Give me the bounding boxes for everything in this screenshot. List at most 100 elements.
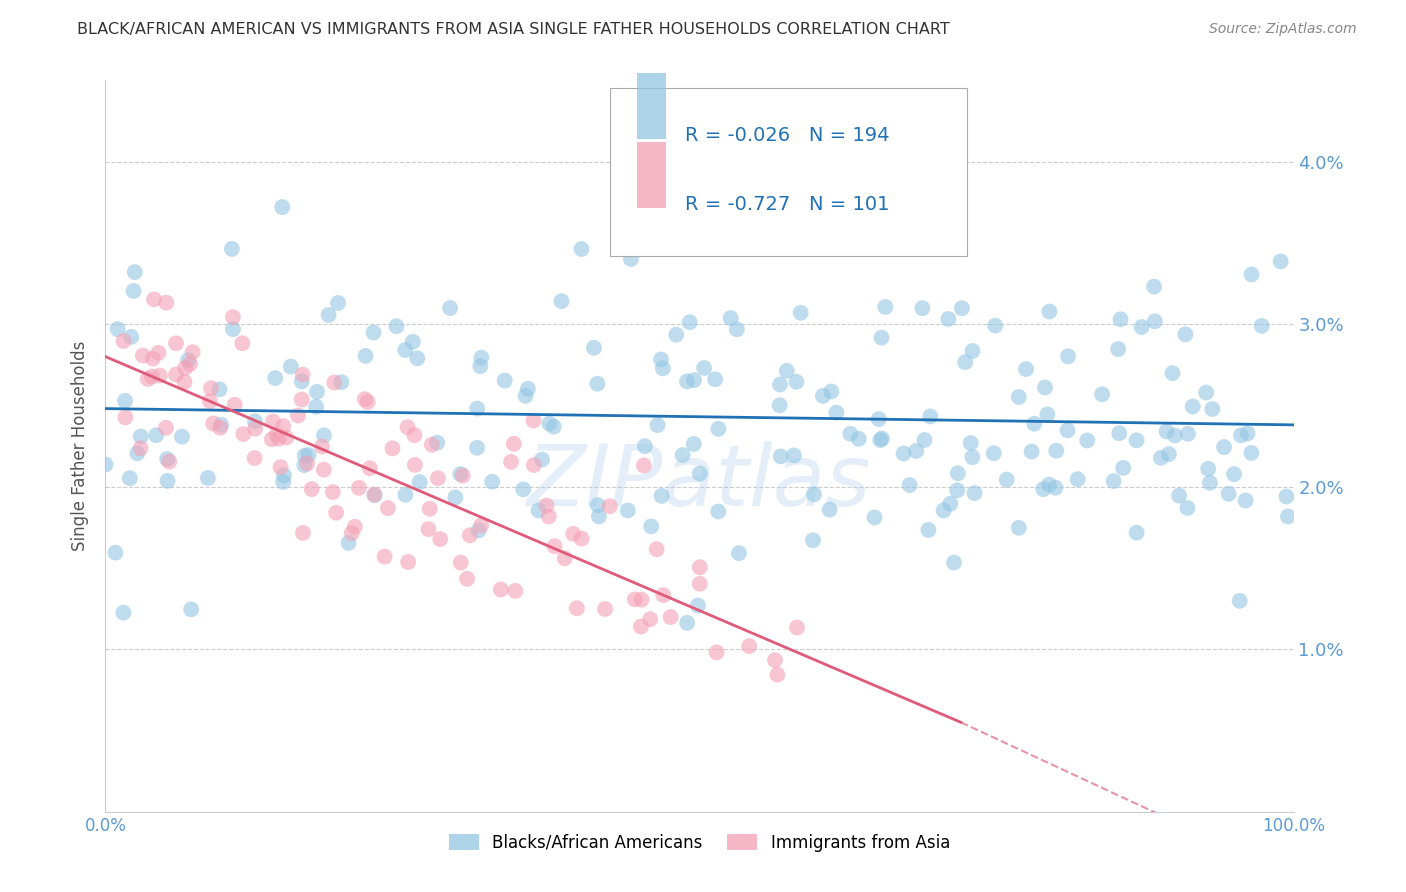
Point <box>470 359 492 374</box>
Point <box>1177 426 1199 441</box>
Point <box>404 428 426 442</box>
Point <box>363 488 385 502</box>
Point <box>848 432 870 446</box>
Point <box>1181 400 1204 414</box>
Point <box>543 539 565 553</box>
Point <box>209 421 232 435</box>
Point <box>707 504 730 518</box>
Point <box>267 432 290 446</box>
Point <box>1177 500 1199 515</box>
Point <box>1015 362 1038 376</box>
Point <box>141 369 163 384</box>
Point <box>704 372 727 386</box>
Point <box>1150 450 1173 465</box>
Point <box>766 667 789 681</box>
Point <box>467 524 489 538</box>
Point <box>356 395 378 409</box>
Point <box>396 420 419 434</box>
Point <box>449 467 471 481</box>
Point <box>444 491 467 505</box>
Point <box>353 392 375 407</box>
Point <box>1024 417 1046 431</box>
Point <box>1038 304 1060 318</box>
Point <box>565 601 588 615</box>
Point <box>640 519 662 533</box>
Point <box>118 471 141 485</box>
Point <box>276 431 298 445</box>
Point <box>232 427 254 442</box>
Point <box>1156 425 1178 439</box>
Point <box>1056 424 1078 438</box>
Point <box>503 583 526 598</box>
Point <box>120 330 142 344</box>
Point <box>323 376 346 390</box>
Point <box>347 481 370 495</box>
Text: R = -0.026   N = 194: R = -0.026 N = 194 <box>685 126 890 145</box>
Point <box>312 428 335 442</box>
Point <box>651 361 673 376</box>
Point <box>803 487 825 501</box>
Point <box>783 449 806 463</box>
Point <box>763 653 786 667</box>
Point <box>124 265 146 279</box>
Point <box>179 357 201 371</box>
Point <box>1038 477 1060 491</box>
Point <box>959 436 981 450</box>
Point <box>273 468 295 483</box>
Point <box>647 418 669 433</box>
Point <box>550 294 572 309</box>
Point <box>522 413 544 427</box>
Point <box>898 478 921 492</box>
Point <box>630 592 652 607</box>
Point <box>1230 428 1253 442</box>
Point <box>1107 342 1129 356</box>
Point <box>689 576 711 591</box>
Point <box>104 546 127 560</box>
Point <box>271 419 294 434</box>
Point <box>330 375 353 389</box>
Point <box>129 442 152 456</box>
Point <box>155 295 177 310</box>
Point <box>689 467 711 481</box>
Point <box>1250 318 1272 333</box>
Point <box>530 452 553 467</box>
Point <box>197 471 219 485</box>
Point <box>634 439 657 453</box>
Point <box>527 503 550 517</box>
Point <box>893 446 915 460</box>
Point <box>786 620 808 634</box>
Point <box>165 336 187 351</box>
Point <box>311 440 333 454</box>
Point <box>571 532 593 546</box>
Point <box>450 556 472 570</box>
Point <box>177 353 200 368</box>
Point <box>340 526 363 541</box>
Point <box>562 526 585 541</box>
Point <box>676 375 699 389</box>
Point <box>917 523 939 537</box>
Point <box>1021 444 1043 458</box>
Point <box>157 454 180 468</box>
Text: BLACK/AFRICAN AMERICAN VS IMMIGRANTS FROM ASIA SINGLE FATHER HOUSEHOLDS CORRELAT: BLACK/AFRICAN AMERICAN VS IMMIGRANTS FRO… <box>77 22 950 37</box>
Point <box>404 458 426 472</box>
Point <box>516 382 538 396</box>
Point <box>198 394 221 409</box>
Point <box>1234 493 1257 508</box>
Point <box>1125 525 1147 540</box>
Point <box>481 475 503 489</box>
Point <box>291 392 314 407</box>
Point <box>1008 390 1031 404</box>
Point <box>1108 426 1130 441</box>
Point <box>297 448 319 462</box>
Point <box>825 406 848 420</box>
Point <box>181 345 204 359</box>
Point <box>359 461 381 475</box>
Point <box>537 509 560 524</box>
Point <box>418 522 440 536</box>
Point <box>586 376 609 391</box>
Point <box>870 432 893 446</box>
Point <box>776 364 799 378</box>
Y-axis label: Single Father Households: Single Father Households <box>72 341 90 551</box>
Point <box>305 400 328 414</box>
Point <box>451 468 474 483</box>
